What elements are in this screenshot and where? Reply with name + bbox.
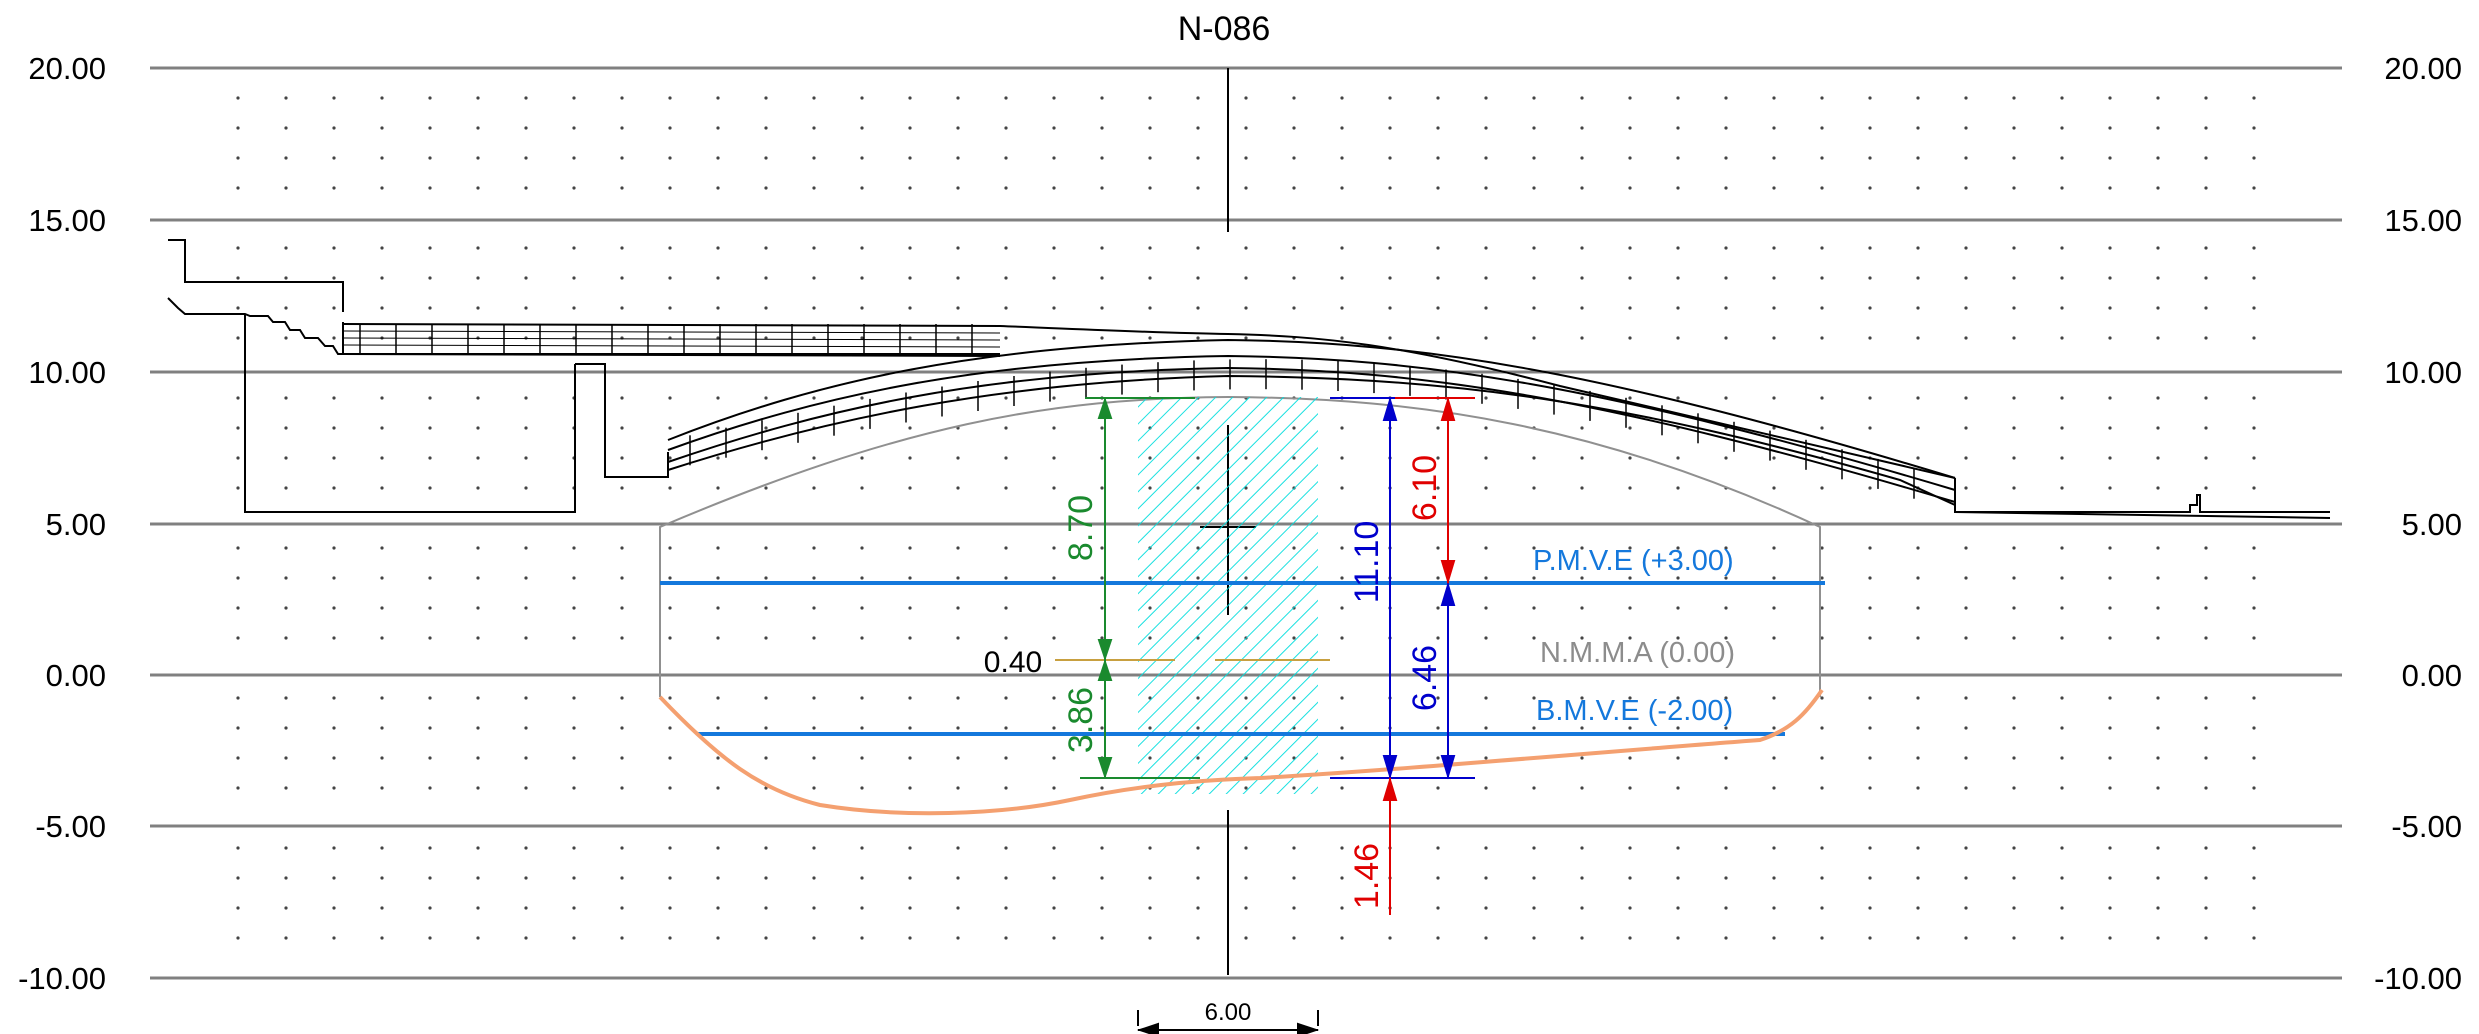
dim-channel-width: 6.00 (1205, 999, 1252, 1026)
elevation-label-right: -5.00 (2391, 809, 2462, 844)
elevation-gridlines (150, 66, 2342, 980)
pmve-label: P.M.V.E (+3.00) (1533, 545, 1734, 577)
dim-red-lower: 1.46 (1348, 843, 1386, 909)
elevation-label-right: 15.00 (2384, 203, 2462, 238)
nmma-label: N.M.M.A (0.00) (1540, 637, 1735, 669)
bmve-label: B.M.V.E (-2.00) (1536, 695, 1733, 727)
dim-green-lower: 3.86 (1062, 687, 1100, 753)
elevation-label-left: 15.00 (28, 203, 106, 238)
bridge-structure (167, 239, 2331, 519)
green-dimensions (1080, 396, 1200, 780)
elevation-label-right: 10.00 (2384, 355, 2462, 390)
deck-balustrade (359, 324, 973, 354)
channel-width-dimension (1136, 1010, 1320, 1034)
elevation-label-left: 0.00 (46, 658, 106, 693)
elevation-label-left: 5.00 (46, 507, 106, 542)
elevation-labels-left: 20.00 15.00 10.00 5.00 0.00 -5.00 -10.00 (18, 51, 106, 996)
section-title: N-086 (1178, 10, 1271, 48)
riverbed-profile (658, 688, 1824, 816)
channel-hatch-area (1138, 397, 1318, 794)
blue-dimensions (1330, 396, 1475, 780)
elevation-labels-right: 20.00 15.00 10.00 5.00 0.00 -5.00 -10.00 (2374, 51, 2462, 996)
arch-voussoirs (689, 359, 1915, 499)
elevation-label-left: -10.00 (18, 961, 106, 996)
dim-green-upper: 8.70 (1062, 495, 1100, 561)
elevation-label-right: -10.00 (2374, 961, 2462, 996)
elevation-label-right: 0.00 (2402, 658, 2462, 693)
elevation-label-right: 20.00 (2384, 51, 2462, 86)
dim-red-upper: 6.10 (1406, 455, 1444, 521)
red-dimensions (1382, 396, 1475, 915)
elevation-label-left: 10.00 (28, 355, 106, 390)
elevation-label-right: 5.00 (2402, 507, 2462, 542)
dot-grid (236, 96, 2256, 940)
dim-offset: 0.40 (984, 646, 1042, 679)
dim-blue-total: 11.10 (1348, 521, 1386, 604)
elevation-label-left: -5.00 (35, 809, 106, 844)
elevation-label-left: 20.00 (28, 51, 106, 86)
dim-blue-lower: 6.46 (1406, 645, 1444, 711)
